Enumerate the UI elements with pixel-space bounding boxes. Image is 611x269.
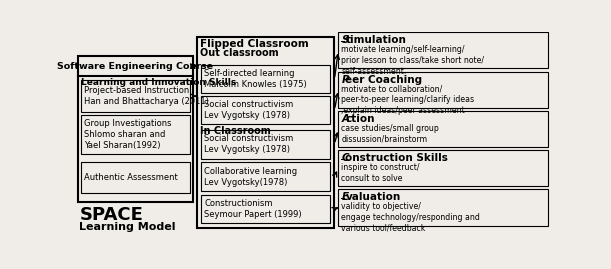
Text: Group Investigations
Shlomo sharan and
Yael Sharan(1992): Group Investigations Shlomo sharan and Y… [84,119,172,150]
Text: ction: ction [345,114,375,124]
FancyBboxPatch shape [197,37,334,228]
Text: Out classroom: Out classroom [200,48,279,58]
Text: Constructionism
Seymour Papert (1999): Constructionism Seymour Papert (1999) [204,199,302,219]
FancyBboxPatch shape [342,80,345,81]
Text: In Classroom: In Classroom [200,126,271,136]
FancyBboxPatch shape [78,75,192,203]
FancyBboxPatch shape [338,150,548,186]
FancyBboxPatch shape [342,41,345,42]
Text: Social constructivism
Lev Vygotsky (1978): Social constructivism Lev Vygotsky (1978… [204,134,293,154]
Text: validity to objective/
engage technology/responding and
various tool/feedback: validity to objective/ engage technology… [342,203,480,233]
Text: Learning and Innovation Skills: Learning and Innovation Skills [81,78,236,87]
FancyBboxPatch shape [338,32,548,69]
Text: C: C [342,153,349,163]
Text: Software Engineering Course: Software Engineering Course [57,62,213,71]
FancyBboxPatch shape [338,111,548,147]
Text: SPACE: SPACE [79,206,144,224]
FancyBboxPatch shape [201,96,330,124]
FancyBboxPatch shape [342,159,345,160]
Text: case studies/small group
dissussion/brainstorm: case studies/small group dissussion/brai… [342,124,439,144]
FancyBboxPatch shape [81,115,189,154]
FancyBboxPatch shape [342,198,345,199]
FancyBboxPatch shape [338,72,548,108]
Text: inspire to construct/
consult to solve: inspire to construct/ consult to solve [342,163,420,183]
Text: P: P [342,75,349,85]
Text: Social constructivism
Lev Vygotsky (1978): Social constructivism Lev Vygotsky (1978… [204,100,293,120]
Text: Collaborative learning
Lev Vygotsky(1978): Collaborative learning Lev Vygotsky(1978… [204,167,298,187]
FancyBboxPatch shape [201,130,330,158]
FancyBboxPatch shape [201,162,330,191]
Text: A: A [342,114,349,124]
Text: Self-directed learning
Malcolm Knowles (1975): Self-directed learning Malcolm Knowles (… [204,69,307,89]
Text: Project-based Instruction
Han and Bhattacharya (2011): Project-based Instruction Han and Bhatta… [84,86,209,106]
Text: Authentic Assessment: Authentic Assessment [84,173,178,182]
FancyBboxPatch shape [201,195,330,223]
Text: valuation: valuation [345,192,401,203]
FancyBboxPatch shape [338,189,548,225]
Text: onstruction Skills: onstruction Skills [345,153,448,163]
FancyBboxPatch shape [201,65,330,93]
FancyBboxPatch shape [81,80,189,112]
Text: motivate to collaboration/
peer-to-peer learning/clarify ideas
,explain ideas/pe: motivate to collaboration/ peer-to-peer … [342,85,475,115]
Text: E: E [342,192,348,203]
FancyBboxPatch shape [81,162,189,193]
Text: Learning Model: Learning Model [79,222,176,232]
Text: S: S [342,35,349,45]
Text: motivate learning/self-learning/
prior lesson to class/take short note/
self-ass: motivate learning/self-learning/ prior l… [342,45,485,76]
Text: Flipped Classroom: Flipped Classroom [200,39,309,49]
Text: timulation: timulation [345,35,406,45]
FancyBboxPatch shape [78,56,192,76]
FancyBboxPatch shape [342,120,345,121]
Text: eer Coaching: eer Coaching [345,75,423,85]
